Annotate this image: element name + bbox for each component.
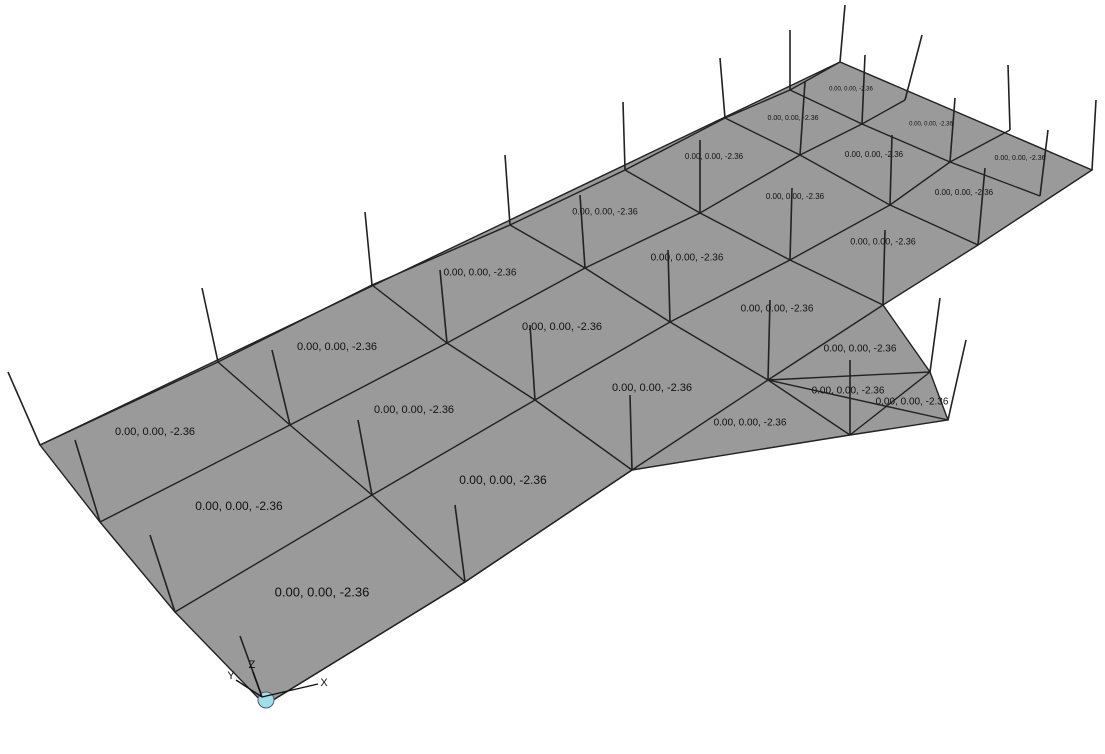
area-labels: 0.00, 0.00, -2.360.00, 0.00, -2.360.00, … (115, 87, 1046, 600)
area-label: 0.00, 0.00, -2.36 (522, 321, 602, 333)
mesh-line (849, 371, 931, 436)
post (889, 134, 893, 206)
posts (7, 4, 1097, 706)
mesh-line (789, 89, 1041, 197)
post (454, 504, 466, 583)
post (201, 287, 219, 363)
mesh-line (217, 361, 466, 583)
post (947, 339, 967, 421)
mesh-line (767, 379, 949, 421)
mesh-line (371, 284, 633, 471)
post (882, 229, 886, 306)
slab (38, 61, 1094, 706)
post (579, 194, 586, 269)
area-label: 0.00, 0.00, -2.36 (741, 304, 814, 315)
area-label: 0.00, 0.00, -2.36 (275, 584, 370, 599)
mesh-line (724, 117, 979, 246)
post (504, 154, 511, 226)
mesh-line (39, 61, 841, 446)
y-axis (235, 679, 263, 698)
area-label: 0.00, 0.00, -2.36 (850, 236, 916, 246)
post (977, 167, 986, 246)
z-label: Z (249, 659, 256, 671)
post (364, 211, 373, 286)
area-label: 0.00, 0.00, -2.36 (714, 418, 787, 429)
area-label: 0.00, 0.00, -2.36 (374, 404, 454, 416)
mesh-line (767, 379, 851, 436)
area-label: 0.00, 0.00, -2.36 (824, 344, 897, 355)
post (719, 57, 726, 119)
area-label: 0.00, 0.00, -2.36 (935, 188, 994, 197)
area-label: 0.00, 0.00, -2.36 (444, 268, 517, 279)
post (149, 534, 176, 613)
mesh-line (174, 129, 1011, 613)
area-label: 0.00, 0.00, -2.36 (612, 382, 692, 394)
mesh (39, 61, 1041, 706)
x-axis (261, 683, 319, 698)
y-label: Y (227, 670, 235, 682)
post (529, 324, 536, 401)
post (1007, 64, 1011, 131)
post (767, 299, 771, 381)
mesh-line (767, 304, 884, 381)
area-label: 0.00, 0.00, -2.36 (572, 206, 638, 216)
post (622, 101, 626, 171)
mesh-line (624, 169, 884, 306)
x-label: X (320, 677, 328, 689)
z-axis (252, 671, 263, 698)
area-label: 0.00, 0.00, -2.36 (812, 386, 885, 397)
mesh-line (509, 224, 769, 381)
mesh-line (631, 379, 769, 471)
axis-triad: Z Y X (227, 659, 328, 709)
post (799, 81, 806, 156)
post (839, 4, 846, 63)
area-label: 0.00, 0.00, -2.36 (909, 122, 953, 128)
area-label: 0.00, 0.00, -2.36 (459, 473, 547, 487)
post (629, 394, 633, 471)
post (904, 34, 923, 101)
post (789, 187, 793, 261)
mesh-line (767, 371, 931, 381)
post (1091, 99, 1097, 171)
area-label: 0.00, 0.00, -2.36 (685, 152, 744, 161)
post (74, 439, 101, 523)
post (357, 419, 373, 496)
area-label: 0.00, 0.00, -2.36 (768, 115, 819, 122)
post (667, 249, 671, 323)
area-label: 0.00, 0.00, -2.36 (195, 499, 283, 513)
post (271, 349, 291, 426)
area-label: 0.00, 0.00, -2.36 (651, 253, 724, 264)
area-label: 0.00, 0.00, -2.36 (876, 397, 949, 408)
area-label: 0.00, 0.00, -2.36 (115, 426, 195, 438)
area-label: 0.00, 0.00, -2.36 (829, 87, 873, 93)
post (861, 54, 866, 125)
post (949, 97, 956, 163)
post (439, 269, 448, 344)
mesh-line (99, 99, 906, 523)
area-label: 0.00, 0.00, -2.36 (995, 155, 1046, 162)
post (1039, 129, 1049, 197)
post (7, 371, 41, 446)
area-label: 0.00, 0.00, -2.36 (766, 192, 825, 201)
area-label: 0.00, 0.00, -2.36 (297, 341, 377, 353)
area-label: 0.00, 0.00, -2.36 (845, 150, 904, 159)
post (929, 297, 941, 373)
